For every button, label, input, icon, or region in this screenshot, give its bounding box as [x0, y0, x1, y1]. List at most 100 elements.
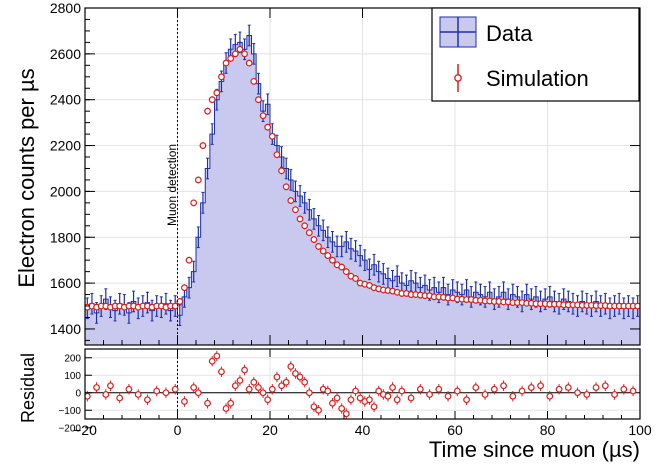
residual-point [250, 378, 258, 386]
residual-point [222, 405, 230, 412]
residual-point [282, 378, 290, 386]
simulation-point [231, 50, 239, 58]
residual-point [190, 384, 198, 391]
residual-point [310, 403, 318, 411]
residual-point [153, 387, 161, 395]
x-tick-label: −20 [73, 422, 97, 438]
residual-point [162, 389, 170, 397]
simulation-point [296, 215, 304, 223]
simulation-point [245, 59, 253, 67]
simulation-point [213, 89, 221, 97]
residual-point [333, 394, 341, 402]
residual-y-tick-label: −200 [58, 423, 81, 434]
residual-point [416, 385, 424, 393]
residual-point [620, 385, 628, 393]
residual-point [375, 387, 383, 395]
x-tick-label: 40 [355, 422, 371, 438]
residual-point [370, 403, 378, 411]
residual-point [564, 384, 572, 391]
residual-point [338, 405, 346, 412]
y-tick-label: 2000 [50, 183, 81, 199]
residual-point [194, 389, 202, 397]
simulation-point [305, 229, 313, 237]
residual-point [236, 377, 244, 384]
residual-point [102, 391, 110, 398]
simulation-point [315, 243, 322, 250]
y-tick-label: 2200 [50, 138, 81, 154]
simulation-point [255, 96, 262, 104]
residual-point [453, 387, 461, 395]
residual-point [481, 391, 489, 398]
legend-simulation-marker [454, 74, 462, 82]
y-tick-label: 1600 [50, 275, 81, 291]
legend-data-label: Data [486, 21, 533, 46]
residual-point [181, 398, 188, 405]
residual-point [384, 392, 392, 400]
residual-point [472, 384, 480, 391]
legend-simulation-label: Simulation [486, 66, 589, 91]
simulation-point [218, 73, 225, 81]
simulation-point [352, 275, 359, 282]
residual-point [245, 385, 253, 393]
residual-point [601, 382, 609, 390]
simulation-point [222, 59, 230, 67]
residual-point [227, 399, 235, 407]
residual-point [287, 363, 295, 370]
residual-point [171, 385, 179, 393]
residual-point [352, 387, 359, 395]
legend-entry-simulation: Simulation [454, 64, 589, 92]
residual-point [208, 357, 216, 365]
residual-point [329, 399, 336, 407]
residual-point [125, 385, 133, 393]
residual-point [366, 396, 373, 404]
simulation-point [190, 199, 198, 207]
residual-point [574, 389, 581, 397]
simulation-point [278, 167, 285, 175]
residual-point [85, 392, 91, 400]
residual-point [315, 406, 322, 414]
simulation-point [259, 112, 267, 120]
main-plot-area [85, 24, 640, 345]
residual-point [629, 387, 637, 395]
residual-point [500, 382, 507, 390]
simulation-point [287, 197, 295, 204]
residual-y-tick-label: −100 [58, 406, 81, 417]
y-tick-label: 2400 [50, 92, 81, 108]
simulation-point [181, 284, 188, 292]
residual-point [490, 385, 498, 393]
simulation-point [171, 302, 179, 310]
residual-point [273, 373, 281, 381]
residual-point [134, 391, 142, 398]
y-tick-label: 2800 [50, 0, 81, 16]
residual-point [356, 394, 364, 402]
residual-point [264, 396, 272, 404]
legend-entry-data: Data [439, 16, 533, 48]
residual-point [324, 387, 332, 395]
residual-point [268, 385, 276, 393]
residual-point [347, 396, 355, 404]
residual-point [301, 378, 309, 386]
residual-point [144, 396, 151, 404]
y-axis-label: Electron counts per µs [14, 68, 39, 287]
residual-point [278, 382, 285, 390]
residual-point [218, 368, 225, 376]
residual-y-tick-label: 0 [75, 388, 81, 399]
residual-y-axis-label: Residual [18, 353, 38, 423]
residual-point [611, 391, 618, 398]
y-tick-label: 1400 [50, 321, 81, 337]
simulation-point [250, 77, 258, 85]
simulation-point [319, 247, 327, 255]
residual-point [389, 384, 396, 391]
residual-y-tick-label: 100 [64, 371, 81, 382]
simulation-point [208, 96, 216, 104]
simulation-point [301, 222, 309, 230]
residual-point [592, 384, 600, 391]
simulation-point [338, 263, 346, 271]
simulation-point [264, 123, 272, 131]
residual-point [463, 396, 470, 404]
simulation-point [273, 151, 281, 159]
simulation-point [292, 206, 299, 214]
x-tick-label: 100 [628, 422, 652, 438]
residual-point [537, 382, 544, 390]
